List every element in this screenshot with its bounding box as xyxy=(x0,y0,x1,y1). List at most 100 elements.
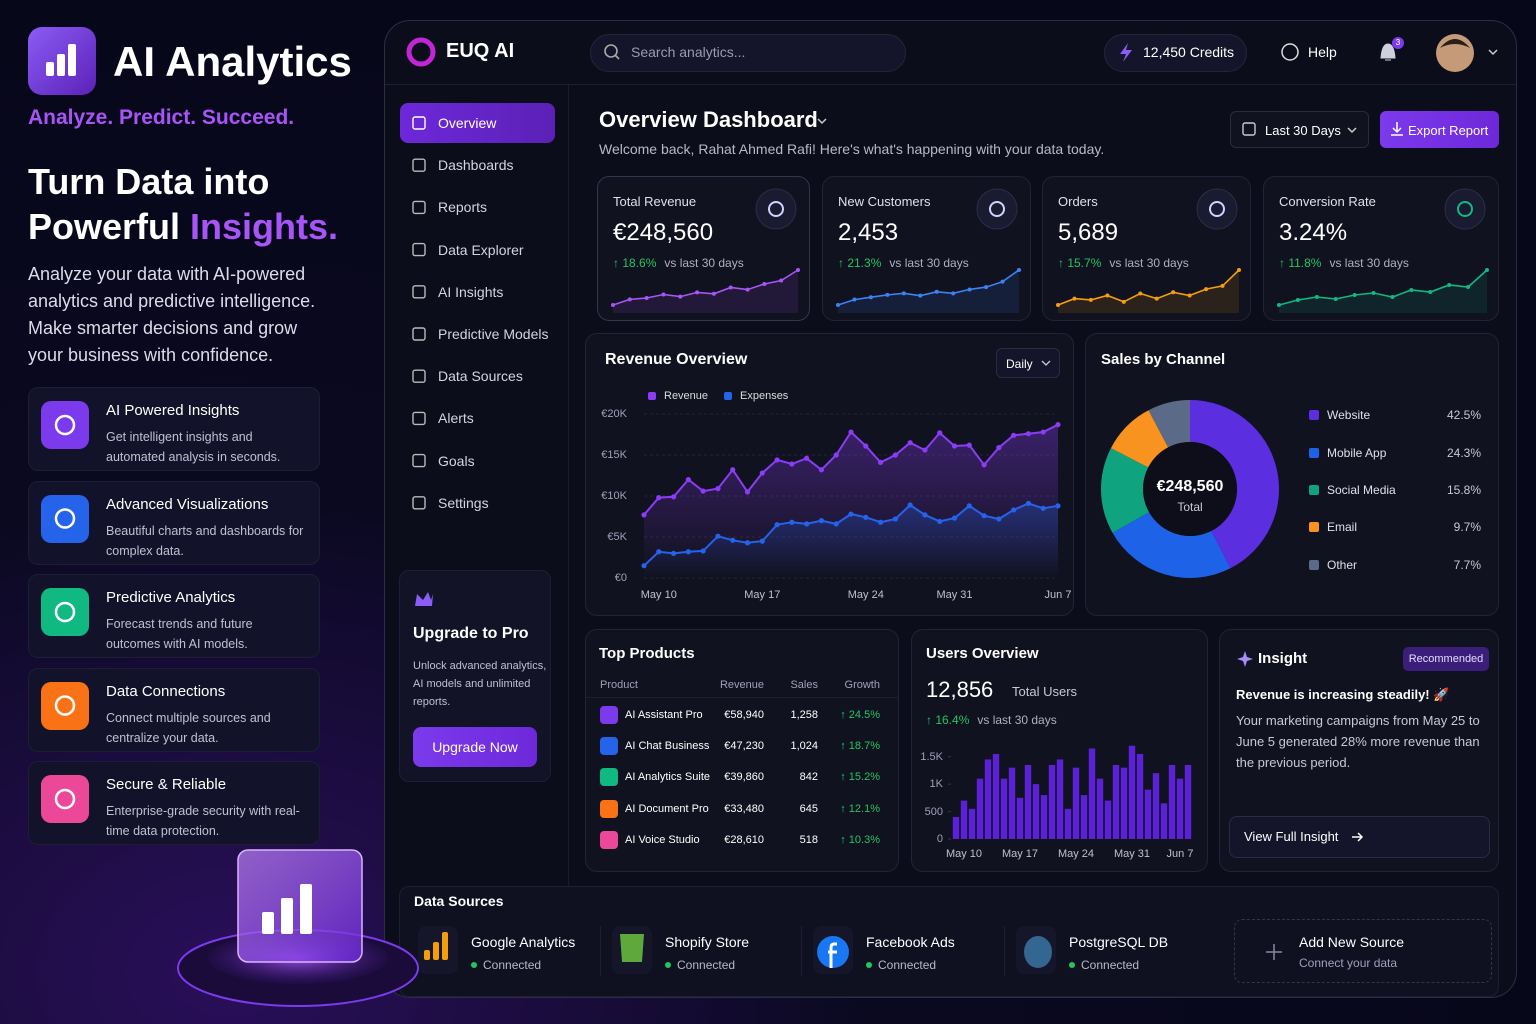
logo-bar xyxy=(46,62,54,76)
bar xyxy=(1104,800,1112,839)
product-icon xyxy=(600,768,618,787)
nav-label: Predictive Models xyxy=(438,326,549,342)
status-dot xyxy=(866,962,872,968)
sparkline xyxy=(1278,269,1488,306)
nav-icon xyxy=(412,411,426,426)
legend-label: Expenses xyxy=(740,390,789,402)
series-dot xyxy=(922,447,928,453)
bar xyxy=(968,808,976,839)
feature-glyph xyxy=(54,788,76,810)
nav-item[interactable] xyxy=(400,103,555,143)
sparkline-dot xyxy=(762,282,767,286)
card-title: Insight xyxy=(1258,650,1308,667)
sparkline-dot xyxy=(1072,296,1077,301)
sparkline-dot xyxy=(1121,299,1126,304)
product-growth: ↑ 15.2% xyxy=(840,771,880,784)
brand: EUQ AI xyxy=(446,40,515,62)
topbar-divider xyxy=(385,84,1516,85)
feature-icon xyxy=(41,775,89,823)
nav-label: Data Sources xyxy=(438,368,523,385)
bell-icon xyxy=(1380,43,1396,61)
column-header: Product xyxy=(600,679,638,691)
sparkline xyxy=(1057,269,1240,306)
sparkline-dot xyxy=(868,295,873,300)
product-sales: 842 xyxy=(799,771,818,784)
series-dot xyxy=(759,470,765,476)
product-growth: ↑ 12.1% xyxy=(840,802,880,815)
x-tick-label: May 31 xyxy=(936,589,973,601)
feature-title: Predictive Analytics xyxy=(106,589,236,606)
upgrade-button[interactable] xyxy=(413,727,537,767)
sparkline-dot xyxy=(1105,293,1110,298)
badge xyxy=(1403,647,1489,671)
column-header: Revenue xyxy=(719,679,764,691)
cube-decoration xyxy=(177,849,419,1007)
bar xyxy=(1168,764,1176,839)
nav-label: Goals xyxy=(438,452,475,469)
sparkline-dot xyxy=(1138,291,1143,296)
bar xyxy=(1152,773,1160,839)
period-dropdown[interactable] xyxy=(996,348,1060,378)
insight-headline: Revenue is increasing steadily! 🚀 xyxy=(1236,687,1450,702)
source-name: Facebook Ads xyxy=(866,934,955,950)
kpi-icon-glyph xyxy=(1209,201,1225,217)
product-icon xyxy=(600,830,618,849)
source-icon xyxy=(424,950,430,960)
donut-slice xyxy=(1110,410,1169,468)
bar xyxy=(976,778,984,839)
sparkline-dot xyxy=(1314,295,1319,299)
series-dot xyxy=(759,538,765,544)
sparkline-dot xyxy=(1017,268,1021,272)
sparkle-icon xyxy=(1237,651,1253,667)
bar xyxy=(1008,767,1016,839)
legend-value: 15.8% xyxy=(1446,483,1481,497)
source-icon xyxy=(828,942,837,968)
credits: 12,450 Credits xyxy=(1143,44,1235,60)
nav-icon xyxy=(412,369,426,383)
insight-button-label: View Full Insight xyxy=(1244,829,1339,844)
legend-swatch xyxy=(1309,410,1319,420)
kpi-compare: vs last 30 days xyxy=(1329,256,1409,270)
nav-icon xyxy=(412,200,426,215)
sparkline-dot xyxy=(745,287,750,292)
badge-label: Recommended xyxy=(1408,653,1484,665)
sparkline-dot xyxy=(611,303,615,307)
chart-title: Sales by Channel xyxy=(1101,351,1226,368)
product-revenue: €58,940 xyxy=(724,709,764,721)
users-value: 12,856 xyxy=(926,677,994,702)
nav-label: Settings xyxy=(438,494,489,511)
column-header: Sales xyxy=(790,679,818,691)
x-tick-label: May 10 xyxy=(945,848,983,860)
donut-slice xyxy=(1190,399,1280,569)
kpi-icon xyxy=(976,188,1018,230)
card-title: Users Overview xyxy=(926,645,1039,662)
kpi-change: ↑ 11.8% xyxy=(1279,256,1322,270)
series-dot xyxy=(715,533,721,539)
series-dot xyxy=(996,445,1002,451)
sparkline-dot xyxy=(1220,283,1225,288)
nav-icon xyxy=(412,285,426,299)
sparkline-dot xyxy=(1187,293,1192,298)
sparkline-dot xyxy=(1352,293,1357,297)
series-dot xyxy=(774,457,780,463)
source-status: Connected xyxy=(1081,958,1140,972)
series-dot xyxy=(818,467,825,473)
nav-icon xyxy=(412,327,426,341)
series-dot xyxy=(685,549,691,555)
legend-swatch xyxy=(1309,522,1319,532)
sparkline-dot xyxy=(1466,285,1471,289)
add-source-box[interactable] xyxy=(1234,919,1492,983)
legend-swatch xyxy=(724,392,732,400)
source-icon xyxy=(442,932,448,960)
product-revenue: €28,610 xyxy=(724,833,764,846)
series-dot xyxy=(730,537,736,543)
series-dot xyxy=(789,461,795,467)
series-dot xyxy=(804,521,810,527)
series-dot xyxy=(966,503,972,509)
x-tick-label: May 10 xyxy=(640,589,677,601)
sparkline-dot xyxy=(1000,279,1005,284)
legend-value: 24.3% xyxy=(1446,446,1481,460)
bar xyxy=(1160,803,1168,839)
range-button[interactable] xyxy=(1230,111,1369,148)
feature-glyph xyxy=(54,695,76,716)
